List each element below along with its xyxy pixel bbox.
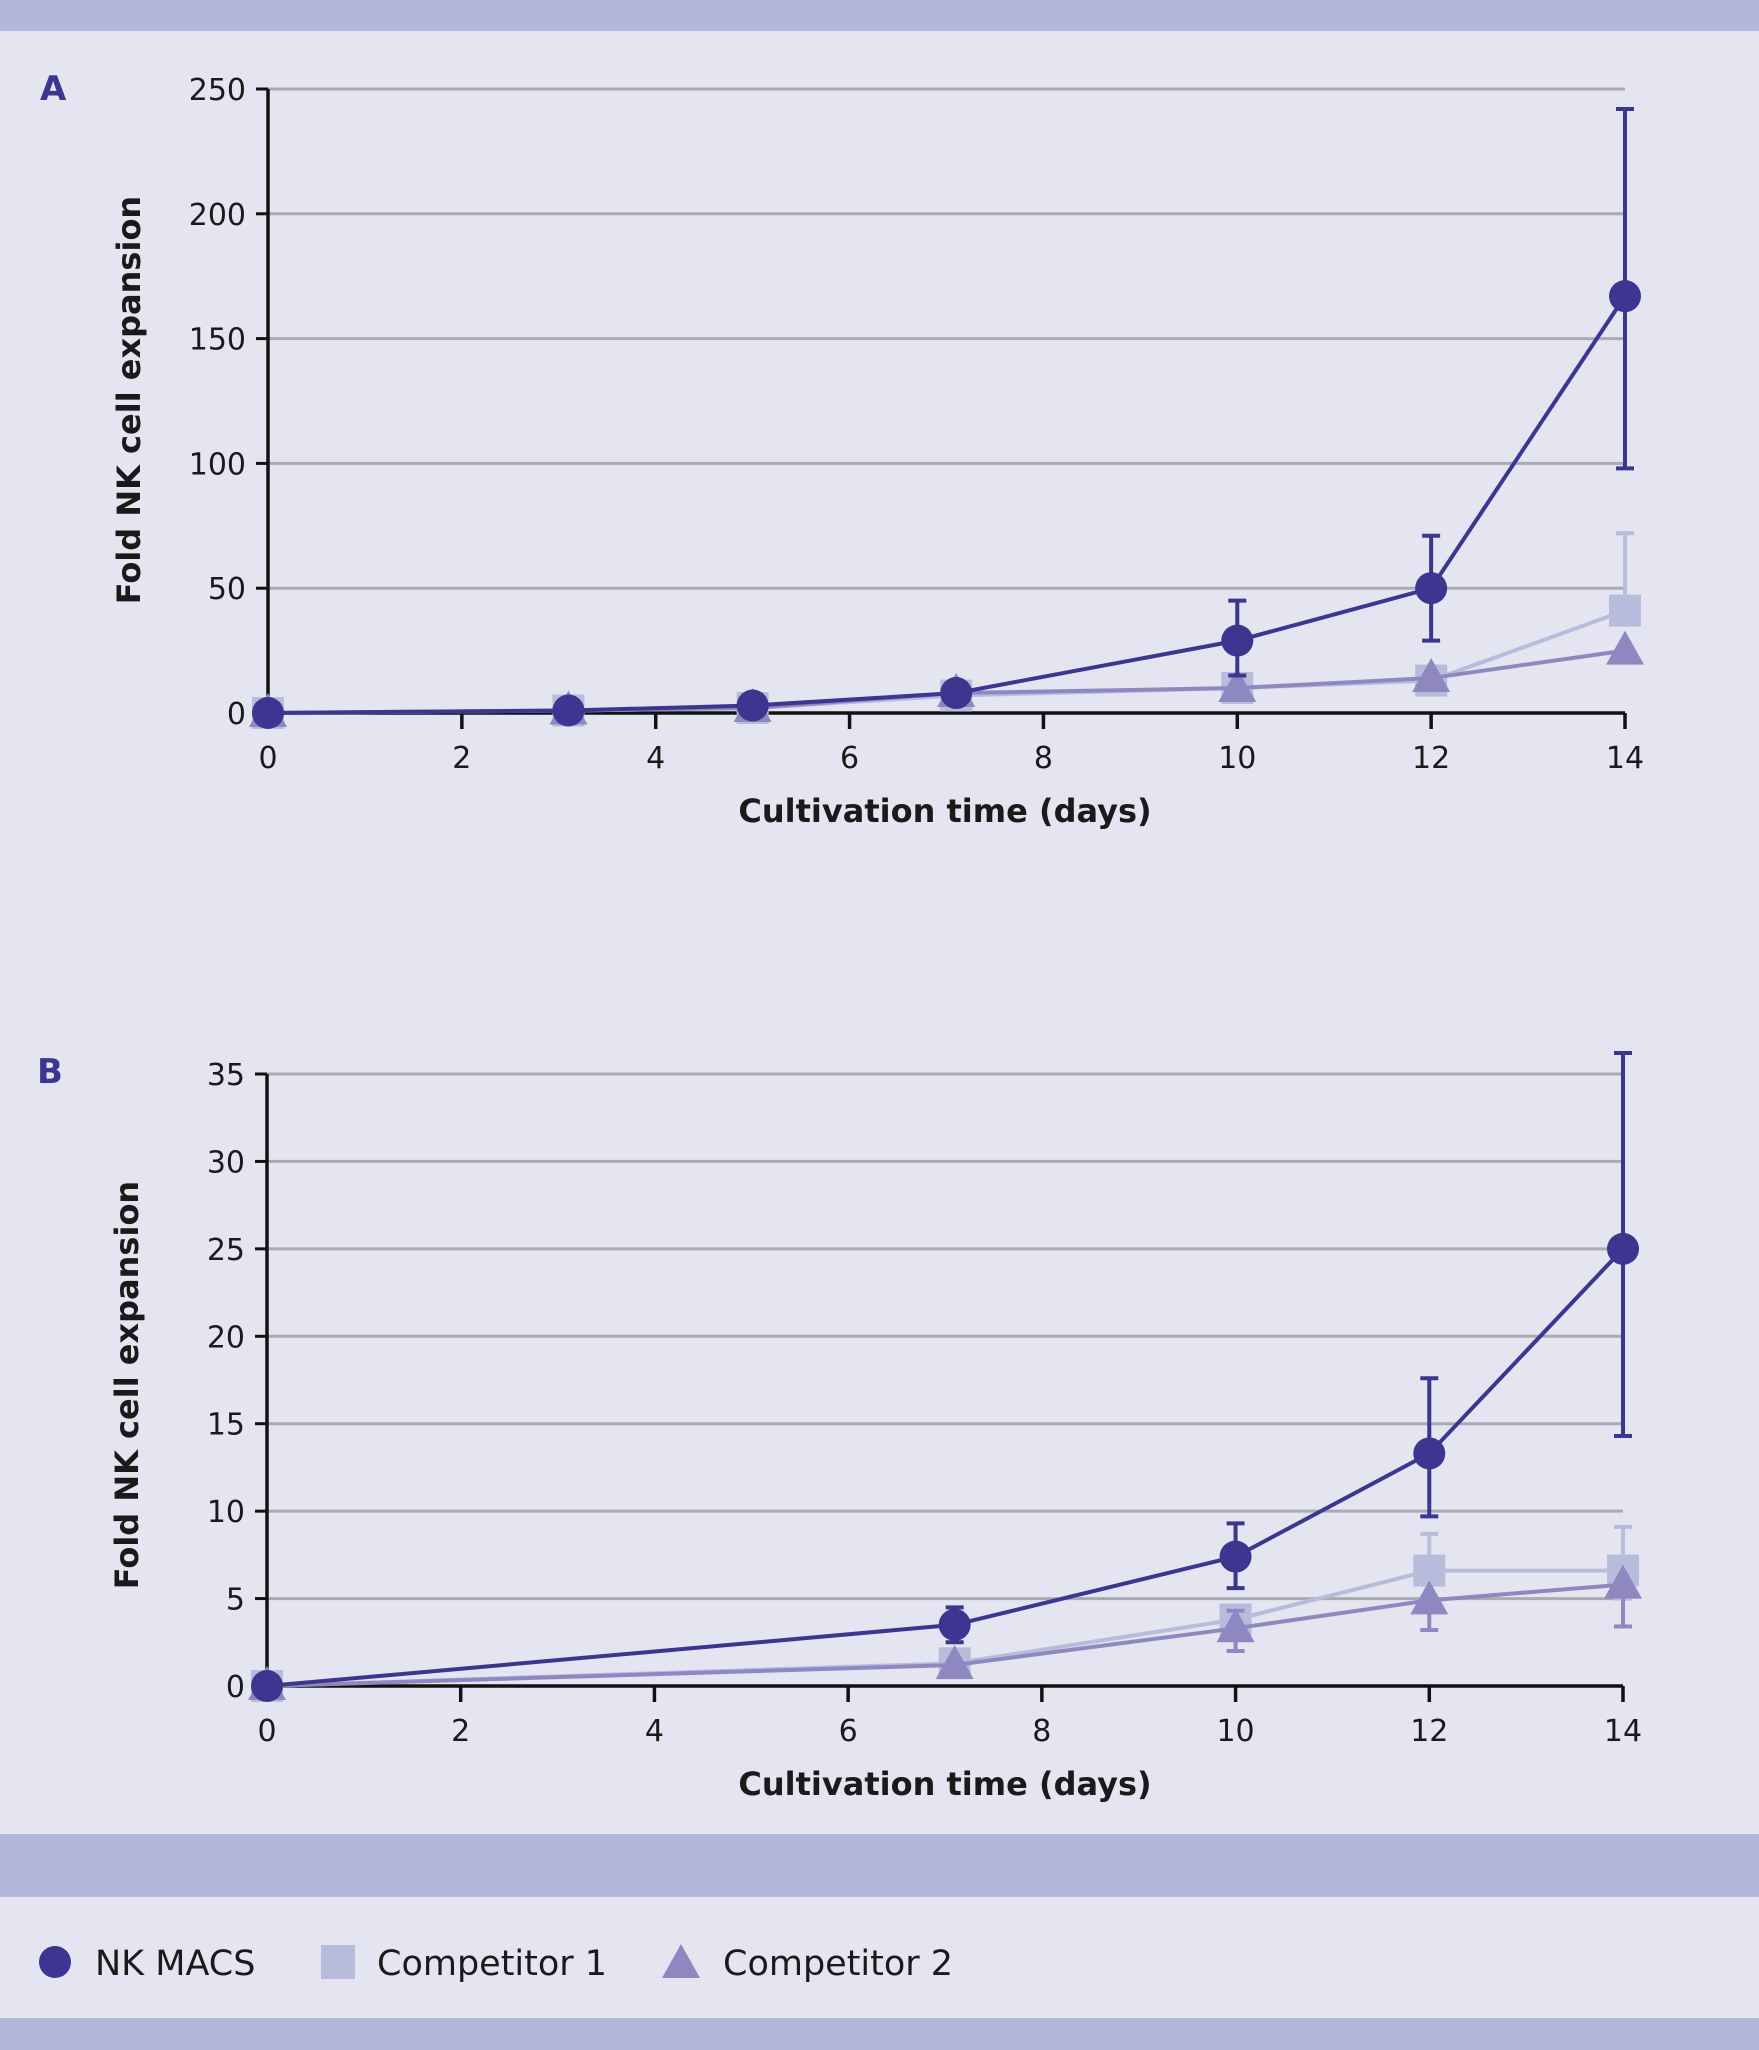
legend-competitor-2-marker	[662, 1944, 700, 1978]
x-tick-label: 0	[258, 741, 277, 776]
middle-band	[0, 1834, 1759, 1897]
x-tick-label: 12	[1410, 1714, 1448, 1749]
y-tick-label: 20	[207, 1320, 245, 1355]
legend-competitor-1-label: Competitor 1	[377, 1944, 607, 1984]
competitor-2-point	[1410, 1580, 1449, 1615]
y-tick-label: 0	[226, 1670, 245, 1705]
nk-macs-point	[1219, 1540, 1252, 1573]
nk-macs-point	[552, 694, 585, 727]
nk-macs-point	[251, 1670, 283, 1702]
x-tick-label: 6	[840, 741, 859, 776]
x-tick-label: 12	[1412, 741, 1450, 776]
x-tick-label: 10	[1218, 741, 1256, 776]
x-tick-label: 0	[257, 1714, 276, 1749]
nk-macs-point	[736, 689, 769, 722]
nk-macs-point	[1609, 280, 1641, 313]
competitor-2-point	[1606, 630, 1644, 665]
x-tick-label: 4	[646, 741, 665, 776]
x-tick-label: 2	[451, 1714, 470, 1749]
y-tick-label: 200	[189, 198, 246, 233]
y-tick-label: 0	[227, 697, 246, 732]
competitor-2-point	[1604, 1564, 1642, 1599]
y-tick-label: 10	[207, 1495, 245, 1530]
y-tick-label: 15	[207, 1408, 245, 1443]
legend-nk-macs-marker	[39, 1946, 71, 1978]
x-tick-label: 10	[1216, 1714, 1254, 1749]
panel-b-label: B	[37, 1052, 63, 1092]
x-tick-label: 14	[1606, 741, 1644, 776]
x-tick-label: 6	[839, 1714, 858, 1749]
y-tick-label: 5	[226, 1583, 245, 1618]
x-tick-label: 8	[1034, 741, 1053, 776]
nk-macs-point	[1221, 624, 1254, 657]
competitor-2-point	[1216, 1608, 1255, 1643]
y-tick-label: 100	[189, 447, 246, 482]
panel-b-ylabel: Fold NK cell expansion	[108, 1181, 146, 1589]
panel-a-label: A	[40, 69, 67, 109]
panel-a-xlabel: Cultivation time (days)	[738, 792, 1151, 830]
legend-competitor-1-marker	[321, 1945, 355, 1979]
y-tick-label: 50	[208, 572, 246, 607]
panel-b: B Cultivation time (days) Fold NK cell e…	[37, 1051, 1642, 1803]
y-tick-label: 25	[207, 1233, 245, 1268]
competitor-2-point	[1412, 658, 1451, 693]
nk-macs-point	[1607, 1232, 1639, 1265]
x-tick-label: 14	[1604, 1714, 1642, 1749]
nk-macs-point	[1415, 572, 1448, 605]
x-tick-label: 4	[645, 1714, 664, 1749]
competitor-2-point	[935, 1645, 974, 1680]
legend: NK MACS Competitor 1 Competitor 2	[39, 1944, 953, 1984]
legend-competitor-2-label: Competitor 2	[723, 1944, 953, 1984]
panel-b-xlabel: Cultivation time (days)	[738, 1765, 1151, 1803]
panel-a: A Cultivation time (days) Fold NK cell e…	[40, 69, 1644, 830]
panel-a-ylabel: Fold NK cell expansion	[110, 196, 148, 604]
nk-macs-point	[938, 1608, 971, 1641]
nk-macs-point	[1413, 1437, 1446, 1470]
competitor-1-point	[1609, 594, 1641, 627]
bottom-band	[0, 2018, 1759, 2050]
x-tick-label: 8	[1032, 1714, 1051, 1749]
y-tick-label: 30	[207, 1145, 245, 1180]
competitor-2-point	[1218, 668, 1257, 703]
y-tick-label: 250	[189, 73, 246, 108]
legend-nk-macs-label: NK MACS	[95, 1944, 255, 1984]
x-tick-label: 2	[452, 741, 471, 776]
y-tick-label: 35	[207, 1058, 245, 1093]
nk-macs-point	[940, 677, 973, 710]
y-tick-label: 150	[189, 323, 246, 358]
nk-macs-point	[252, 697, 284, 729]
top-band	[0, 0, 1759, 31]
